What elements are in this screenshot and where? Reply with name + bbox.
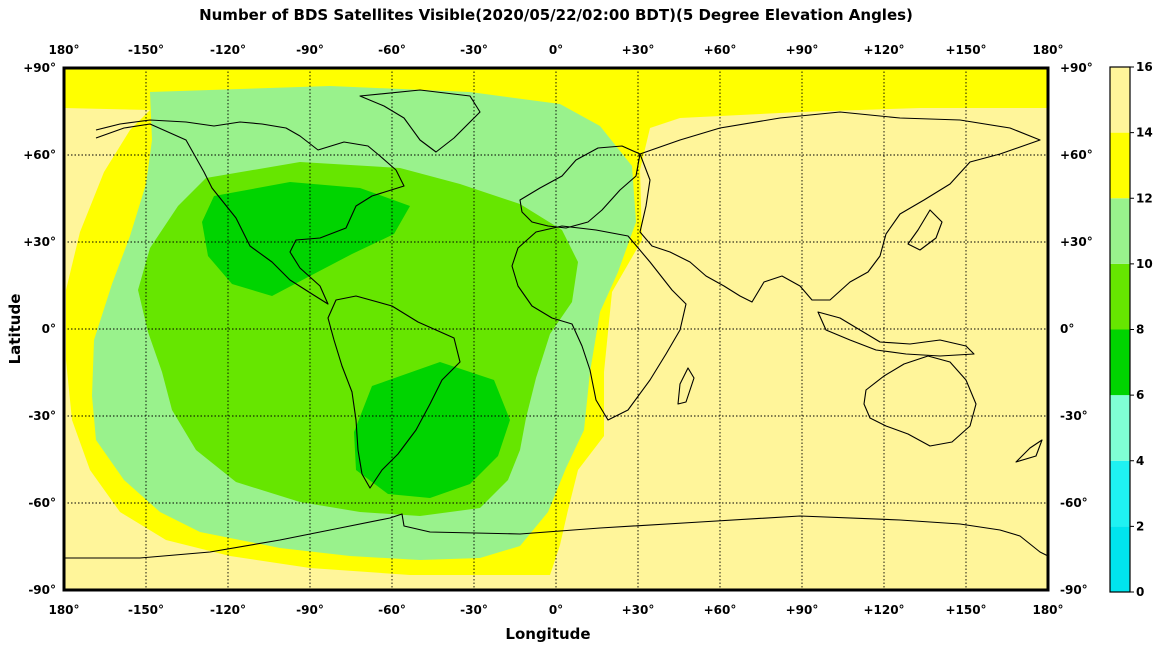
lon-tick-label-top: +30° (622, 43, 655, 57)
coastline-europe (519, 145, 641, 229)
lon-tick-label-bottom: 0° (549, 603, 563, 617)
lat-tick-label-left: -60° (28, 496, 56, 510)
coastline-indonesia (817, 311, 975, 357)
bottom-longitude-ticks: 180° -150° -120° -90° -60° -30° 0° +30° +60° +90°… (48, 603, 1063, 617)
colorbar-tick-label: 8 (1136, 323, 1144, 337)
lon-tick-label-bottom: -120° (210, 603, 246, 617)
lat-tick-label-left: +90° (23, 61, 56, 75)
map-title: Number of BDS Satellites Visible(2020/05… (199, 6, 913, 24)
coastline-asia (639, 111, 1041, 303)
lat-tick-label-right: -60° (1060, 496, 1088, 510)
colorbar-band (1110, 198, 1130, 264)
lon-tick-label-top: +120° (863, 43, 904, 57)
lon-tick-label-bottom: -60° (378, 603, 406, 617)
lon-tick-label-top: +60° (704, 43, 737, 57)
colorbar-band (1110, 67, 1130, 133)
lon-tick-label-bottom: +150° (945, 603, 986, 617)
lat-tick-label-right: -30° (1060, 409, 1088, 423)
graticule (64, 68, 1048, 590)
colorbar-tick-label: 4 (1136, 454, 1144, 468)
coastline-africa (511, 225, 687, 421)
colorbar-tick-label: 0 (1136, 585, 1144, 599)
lon-tick-label-top: 180° (1032, 43, 1063, 57)
map-frame (62, 66, 1050, 592)
coastline-antarctica (64, 513, 1049, 559)
colorbar-band (1110, 329, 1130, 396)
colorbar-tick-label: 6 (1136, 388, 1144, 402)
lon-tick-label-bottom: +30° (622, 603, 655, 617)
colorbar-band (1110, 460, 1130, 527)
lat-tick-label-left: -90° (28, 583, 56, 597)
colorbar-tick-label: 2 (1136, 519, 1144, 533)
lon-tick-label-top: 180° (48, 43, 79, 57)
coastlines (64, 89, 1049, 559)
lon-tick-label-top: +150° (945, 43, 986, 57)
lon-tick-label-top: +90° (786, 43, 819, 57)
lat-tick-label-right: +30° (1060, 235, 1093, 249)
lat-tick-label-right: +60° (1060, 148, 1093, 162)
coastline-new-zealand (1015, 439, 1043, 463)
lon-tick-label-bottom: +60° (704, 603, 737, 617)
coastline-japan (907, 209, 943, 251)
lon-tick-label-bottom: +90° (786, 603, 819, 617)
lon-tick-label-bottom: -90° (296, 603, 324, 617)
lon-tick-label-top: -60° (378, 43, 406, 57)
lon-tick-label-top: -150° (128, 43, 164, 57)
region-6-8-south (354, 362, 510, 498)
lat-tick-label-right: -90° (1060, 583, 1088, 597)
lat-tick-label-left: +30° (23, 235, 56, 249)
x-axis-label: Longitude (505, 625, 590, 643)
lat-tick-label-left: 0° (42, 322, 56, 336)
lon-tick-label-bottom: 180° (1032, 603, 1063, 617)
colorbar-ticks: 16 14 12 10 8 6 4 2 0 (1130, 60, 1153, 599)
map-area (62, 66, 1050, 592)
colorbar (1109, 66, 1131, 593)
lon-tick-label-top: -120° (210, 43, 246, 57)
colorbar-band (1110, 526, 1130, 592)
lon-tick-label-bottom: +120° (863, 603, 904, 617)
lat-tick-label-right: 0° (1060, 322, 1074, 336)
coastline-australia (863, 355, 977, 447)
coastline-madagascar (677, 367, 695, 405)
colorbar-tick-label: 16 (1136, 60, 1153, 74)
lon-tick-label-bottom: 180° (48, 603, 79, 617)
lat-tick-label-left: -30° (28, 409, 56, 423)
colorbar-tick-label: 10 (1136, 257, 1153, 271)
right-latitude-ticks: +90° +60° +30° 0° -30° -60° -90° (1060, 61, 1093, 597)
y-axis-label: Latitude (6, 294, 24, 365)
lat-tick-label-right: +90° (1060, 61, 1093, 75)
colorbar-band (1110, 132, 1130, 199)
coastline-south-america (327, 295, 461, 489)
lon-tick-label-top: -30° (460, 43, 488, 57)
colorbar-band (1110, 263, 1130, 330)
colorbar-tick-label: 14 (1136, 126, 1153, 140)
lon-tick-label-bottom: -150° (128, 603, 164, 617)
top-longitude-ticks: 180° -150° -120° -90° -60° -30° 0° +30° +60° +90°… (48, 43, 1063, 57)
lon-tick-label-bottom: -30° (460, 603, 488, 617)
left-latitude-ticks: +90° +60° +30° 0° -30° -60° -90° (23, 61, 56, 597)
colorbar-tick-label: 12 (1136, 191, 1153, 205)
lon-tick-label-top: -90° (296, 43, 324, 57)
lon-tick-label-top: 0° (549, 43, 563, 57)
coastline-greenland (359, 89, 481, 153)
colorbar-band (1110, 395, 1130, 461)
lat-tick-label-left: +60° (23, 148, 56, 162)
